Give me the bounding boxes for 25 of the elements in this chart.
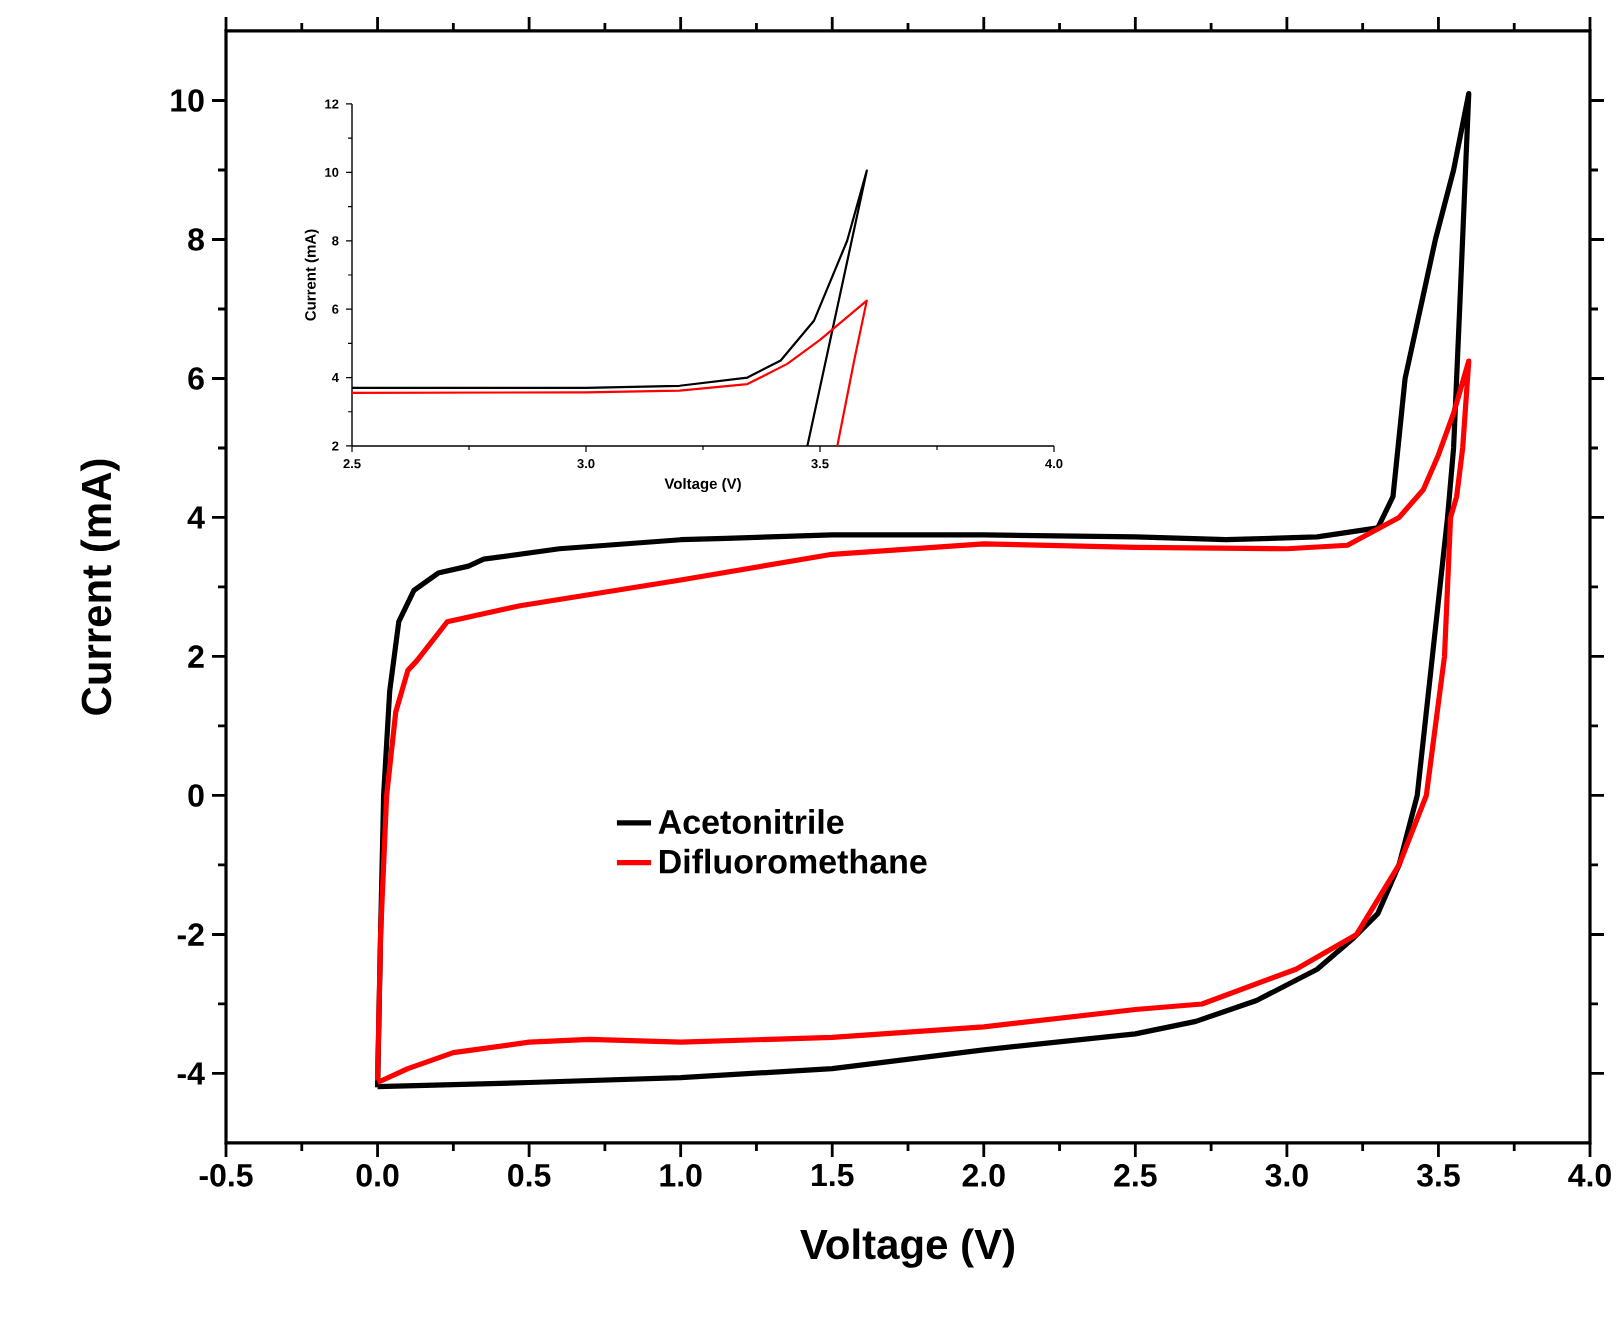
x-tick-label: -0.5 [199,1164,253,1187]
line-series [374,90,1472,1090]
y-tick-label: 0 [188,784,204,807]
x-tick-label: 2.5 [1114,1164,1157,1187]
y-tick-label: 2 [188,645,204,668]
y-tick-label: -4 [177,1062,205,1085]
x-tick-label: 3.5 [1416,1164,1460,1187]
line-series [374,358,1472,1086]
y-tick-label: -2 [177,923,204,946]
x-tick-label: 4.0 [1568,1164,1611,1187]
y-axis-title: Current (mA) [80,459,120,715]
x-tick-label: 3.0 [1265,1164,1308,1187]
x-axis-title: Voltage (V) [800,1228,1014,1268]
legend-label: Difluoromethane [659,848,927,874]
y-tick-label: 4 [187,506,205,529]
x-tick-label: 2.0 [962,1164,1005,1187]
y-tick-label: 10 [171,89,204,112]
x-tick-label: 1.0 [660,1164,702,1187]
x-tick-label: 0.5 [508,1164,551,1187]
y-tick-label: 8 [188,228,204,251]
legend-label: Acetonitrile [658,809,844,835]
x-tick-label: 1.5 [811,1164,854,1187]
line-series [352,299,868,446]
x-tick-label: 0.0 [356,1164,399,1187]
y-tick-label: 6 [188,367,204,390]
